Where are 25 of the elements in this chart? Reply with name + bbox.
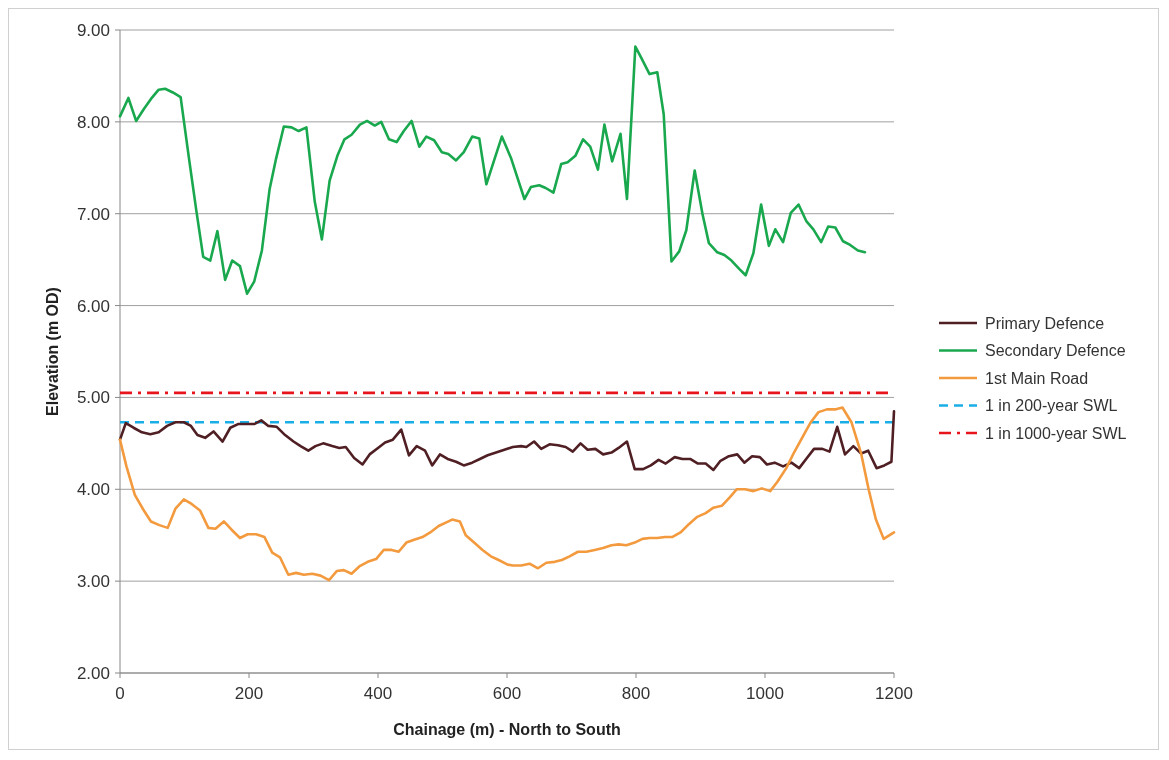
y-tick-label: 8.00 xyxy=(76,112,110,132)
y-tick-label: 6.00 xyxy=(76,296,110,316)
line-series xyxy=(118,406,896,582)
y-tick-label: 4.00 xyxy=(76,480,110,500)
line-series xyxy=(118,409,896,472)
x-tick-label: 800 xyxy=(621,684,651,703)
legend-label: 1st Main Road xyxy=(985,369,1089,387)
y-tick-label: 5.00 xyxy=(76,388,110,408)
legend-label: Secondary Defence xyxy=(985,342,1126,360)
x-tick-label: 0 xyxy=(115,684,125,703)
x-tick-label: 200 xyxy=(234,684,264,703)
x-axis-title: Chainage (m) - North to South xyxy=(393,721,621,738)
y-tick-label: 2.00 xyxy=(76,663,110,683)
y-tick-label: 7.00 xyxy=(76,204,110,224)
x-tick-label: 1000 xyxy=(746,684,784,703)
legend-label: 1 in 1000-year SWL xyxy=(985,424,1127,442)
y-axis-title: Elevation (m OD) xyxy=(44,287,61,416)
x-tick-label: 1200 xyxy=(875,684,913,703)
legend-label: Primary Defence xyxy=(985,314,1105,332)
y-tick-label: 3.00 xyxy=(76,572,110,592)
legend-label: 1 in 200-year SWL xyxy=(985,397,1118,415)
line-series xyxy=(118,45,867,295)
x-tick-label: 400 xyxy=(363,684,393,703)
y-tick-label: 9.00 xyxy=(76,20,110,40)
x-tick-label: 600 xyxy=(492,684,522,703)
